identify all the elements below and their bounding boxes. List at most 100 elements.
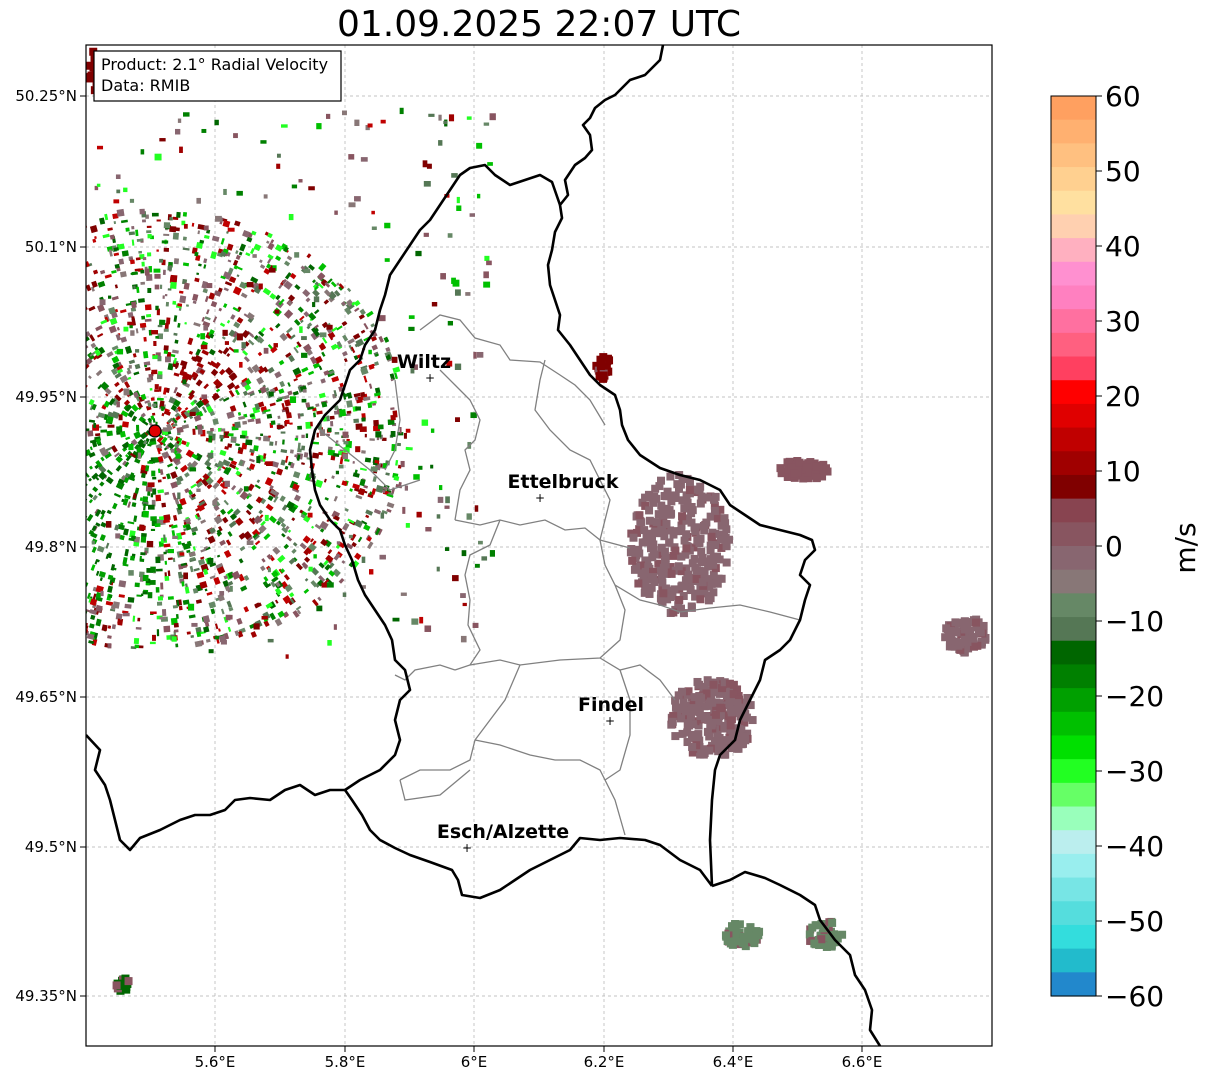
echo-pixel — [746, 701, 755, 710]
echo-pixel — [157, 596, 164, 601]
echo-pixel — [201, 394, 208, 400]
echo-pixel — [347, 338, 355, 345]
echo-pixel — [452, 575, 459, 582]
colorbar-tick-label: 10 — [1105, 455, 1141, 488]
echo-pixel — [358, 313, 365, 320]
echo-pixel — [50, 363, 56, 369]
echo-pixel — [46, 281, 53, 287]
echo-pixel — [96, 183, 101, 187]
echo-pixel — [687, 602, 696, 611]
echo-pixel — [381, 509, 388, 515]
echo-pixel — [16, 534, 22, 540]
echo-pixel — [193, 567, 200, 572]
echo-pixel — [194, 452, 203, 462]
echo-pixel — [472, 622, 479, 628]
echo-pixel — [670, 585, 679, 594]
echo-pixel — [48, 297, 55, 305]
echo-pixel — [139, 497, 143, 502]
echo-pixel — [312, 362, 321, 369]
echo-pixel — [181, 581, 185, 587]
echo-pixel — [179, 295, 187, 304]
echo-pixel — [634, 545, 643, 554]
echo-pixel — [299, 542, 307, 550]
echo-pixel — [101, 624, 108, 632]
echo-pixel — [208, 329, 215, 337]
echo-pixel — [668, 717, 677, 726]
echo-pixel — [964, 644, 973, 653]
echo-pixel — [100, 456, 105, 462]
echo-pixel — [17, 377, 22, 383]
echo-pixel — [154, 273, 161, 279]
echo-pixel — [413, 474, 420, 480]
echo-pixel — [106, 430, 113, 437]
echo-pixel — [22, 347, 27, 352]
echo-pixel — [332, 568, 341, 578]
echo-pixel — [454, 363, 462, 370]
echo-pixel — [171, 636, 177, 642]
echo-pixel — [3, 258, 9, 263]
echo-pixel — [100, 590, 104, 597]
echo-pixel — [139, 322, 147, 328]
echo-pixel — [170, 481, 178, 489]
echo-pixel — [164, 323, 169, 331]
echo-pixel — [157, 489, 165, 494]
echo-pixel — [206, 405, 214, 413]
echo-pixel — [135, 396, 141, 402]
echo-pixel — [117, 243, 125, 250]
echo-pixel — [301, 366, 309, 373]
echo-pixel — [191, 222, 195, 227]
echo-pixel — [302, 289, 311, 298]
echo-pixel — [285, 332, 292, 339]
colorbar-unit-label: m/s — [1169, 522, 1202, 573]
echo-pixel — [67, 588, 72, 592]
echo-pixel — [227, 267, 234, 275]
echo-pixel — [364, 433, 367, 438]
colorbar-band — [1051, 924, 1096, 950]
echo-pixel — [365, 514, 370, 519]
echo-pixel — [262, 611, 271, 621]
echo-pixel — [86, 383, 88, 391]
echo-pixel — [945, 636, 954, 645]
echo-pixel — [46, 489, 53, 497]
echo-pixel — [297, 442, 301, 450]
echo-pixel — [140, 412, 146, 418]
echo-pixel — [2, 574, 10, 582]
echo-pixel — [155, 305, 159, 311]
echo-pixel — [0, 392, 6, 399]
echo-pixel — [316, 605, 323, 612]
colorbar-band — [1051, 830, 1096, 855]
echo-pixel — [226, 600, 233, 608]
echo-pixel — [247, 366, 254, 374]
echo-pixel — [281, 402, 286, 411]
echo-pixel — [338, 283, 345, 289]
echo-pixel — [253, 534, 260, 541]
echo-pixel — [215, 597, 220, 602]
city-marker: + — [535, 491, 545, 505]
echo-pixel — [707, 532, 716, 541]
echo-pixel — [466, 116, 472, 120]
echo-pixel — [119, 534, 125, 541]
echo-pixel — [65, 323, 71, 329]
echo-pixel — [289, 396, 297, 403]
echo-pixel — [961, 617, 970, 626]
echo-pixel — [7, 255, 15, 263]
echo-pixel — [270, 239, 275, 244]
echo-pixel — [207, 535, 216, 544]
echo-pixel — [327, 278, 333, 284]
echo-pixel — [162, 476, 167, 480]
echo-pixel — [79, 428, 84, 434]
echo-pixel — [201, 281, 209, 289]
echo-pixel — [483, 122, 490, 126]
echo-pixel — [677, 687, 686, 696]
echo-pixel — [156, 629, 160, 637]
echo-pixel — [335, 484, 341, 489]
lat-tick-label: 49.35°N — [15, 987, 77, 1005]
echo-pixel — [270, 489, 278, 496]
echo-pixel — [264, 477, 274, 487]
echo-pixel — [265, 503, 274, 512]
echo-pixel — [364, 457, 372, 463]
echo-pixel — [371, 210, 375, 215]
echo-pixel — [41, 438, 45, 443]
echo-pixel — [250, 247, 255, 255]
echo-pixel — [706, 512, 715, 521]
